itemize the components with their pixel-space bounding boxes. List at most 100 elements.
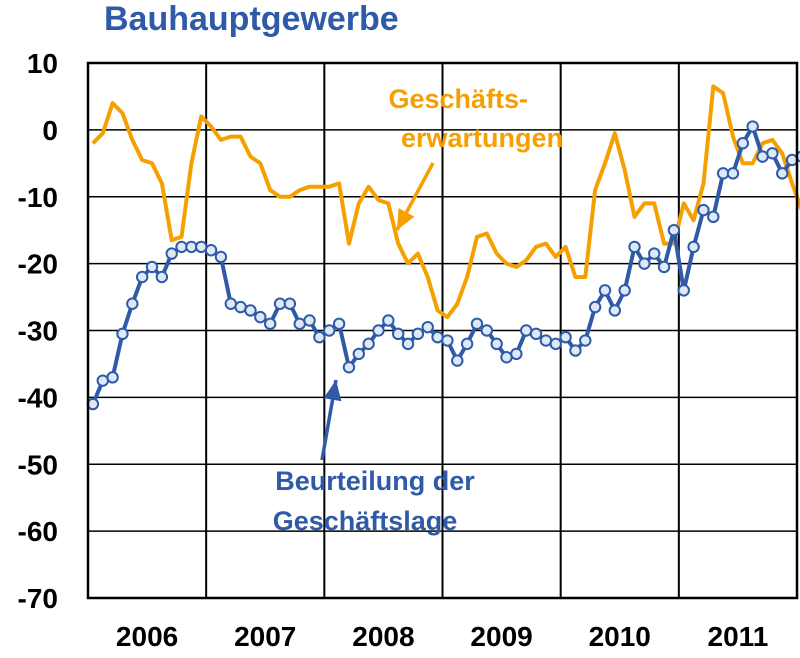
y-tick-label: -70 bbox=[18, 583, 58, 614]
data-point bbox=[362, 337, 375, 351]
data-point bbox=[588, 300, 602, 314]
data-point bbox=[667, 223, 681, 237]
data-point bbox=[785, 153, 799, 167]
data-point bbox=[165, 247, 178, 260]
chart-title: Bauhauptgewerbe bbox=[104, 0, 399, 38]
data-point bbox=[401, 337, 415, 351]
data-point bbox=[352, 347, 365, 361]
data-point bbox=[421, 320, 434, 334]
arrowhead bbox=[323, 380, 342, 402]
data-point bbox=[638, 257, 651, 270]
data-point bbox=[559, 330, 572, 344]
data-point bbox=[155, 270, 169, 284]
data-point bbox=[116, 327, 129, 341]
data-point bbox=[342, 361, 356, 374]
data-point bbox=[549, 337, 562, 351]
data-point bbox=[756, 150, 769, 163]
data-point bbox=[529, 327, 543, 341]
data-point bbox=[303, 314, 316, 327]
data-point bbox=[618, 284, 631, 297]
y-tick-label: -40 bbox=[18, 382, 58, 413]
annotation: Geschäfts-erwartungen bbox=[388, 84, 563, 231]
data-point bbox=[608, 304, 622, 317]
y-tick-label: -10 bbox=[18, 182, 58, 213]
x-tick-label: 2010 bbox=[589, 621, 651, 652]
y-axis-ticks: 10 0 -10 -20 -30 -40 -50 -60 -70 bbox=[18, 48, 58, 614]
data-point bbox=[293, 317, 306, 331]
annotation-text: erwartungen bbox=[401, 123, 563, 153]
data-point bbox=[500, 351, 513, 364]
annotation-text: Geschäfts- bbox=[388, 84, 528, 114]
arrowhead bbox=[397, 208, 415, 230]
data-point bbox=[657, 260, 671, 274]
x-tick-label: 2006 bbox=[116, 621, 178, 652]
data-point bbox=[313, 330, 326, 344]
x-tick-label: 2007 bbox=[234, 621, 296, 652]
data-point bbox=[490, 337, 503, 351]
data-point bbox=[716, 167, 730, 180]
y-tick-label: -30 bbox=[18, 316, 58, 347]
data-point bbox=[520, 324, 533, 337]
data-point bbox=[332, 317, 346, 331]
data-point bbox=[687, 240, 700, 254]
data-point bbox=[244, 304, 257, 317]
y-tick-label: -50 bbox=[18, 449, 58, 480]
annotation-text: Beurteilung der bbox=[275, 466, 475, 496]
data-point bbox=[175, 240, 188, 254]
data-point bbox=[746, 120, 759, 133]
data-point bbox=[283, 297, 297, 310]
data-point bbox=[234, 300, 247, 314]
x-axis-ticks: 2006 2007 2008 2009 2010 2011 bbox=[116, 621, 768, 652]
y-tick-label: -60 bbox=[18, 516, 58, 547]
data-point bbox=[411, 327, 425, 341]
data-point bbox=[460, 337, 474, 351]
data-point bbox=[391, 327, 405, 341]
y-tick-label: 0 bbox=[42, 115, 58, 146]
data-point bbox=[480, 324, 494, 337]
data-point bbox=[766, 147, 779, 160]
data-point bbox=[628, 240, 641, 254]
data-point bbox=[204, 244, 218, 257]
series-gesch-ftserwartungen bbox=[91, 84, 800, 320]
data-point bbox=[736, 137, 750, 150]
series-beurteilung-der-gesch-ftslage bbox=[86, 120, 800, 411]
data-point bbox=[707, 210, 720, 224]
y-tick-label: -20 bbox=[18, 249, 58, 280]
data-point bbox=[382, 314, 395, 327]
data-point bbox=[598, 284, 612, 297]
data-point bbox=[254, 310, 267, 324]
y-tick-label: 10 bbox=[27, 48, 58, 79]
data-point bbox=[510, 347, 523, 361]
data-point bbox=[224, 297, 237, 310]
data-point bbox=[451, 354, 464, 367]
data-point bbox=[726, 167, 740, 180]
data-point bbox=[273, 297, 287, 310]
data-point bbox=[569, 344, 582, 357]
plot-frame bbox=[86, 61, 799, 600]
annotation: Beurteilung der Geschäftslage bbox=[273, 379, 475, 536]
data-point bbox=[145, 260, 159, 274]
data-point bbox=[441, 334, 454, 347]
x-tick-label: 2009 bbox=[470, 621, 532, 652]
series-line bbox=[91, 124, 800, 405]
data-point bbox=[776, 167, 789, 180]
series-layer bbox=[86, 84, 800, 411]
series-line bbox=[91, 84, 800, 320]
data-point bbox=[106, 371, 119, 384]
data-point bbox=[697, 203, 710, 217]
data-point bbox=[677, 284, 690, 297]
data-point bbox=[323, 324, 336, 337]
data-point bbox=[263, 317, 277, 331]
data-point bbox=[539, 334, 553, 347]
annotation-text: Geschäftslage bbox=[273, 506, 458, 536]
annotations: Geschäfts-erwartungen Beurteilung der Gesc… bbox=[273, 84, 563, 536]
data-point bbox=[185, 240, 198, 254]
data-point bbox=[470, 317, 484, 331]
data-point bbox=[648, 247, 661, 260]
x-tick-label: 2011 bbox=[708, 621, 769, 652]
data-point bbox=[126, 297, 139, 310]
data-point bbox=[195, 240, 208, 254]
data-point bbox=[135, 270, 149, 284]
data-point bbox=[96, 374, 109, 387]
